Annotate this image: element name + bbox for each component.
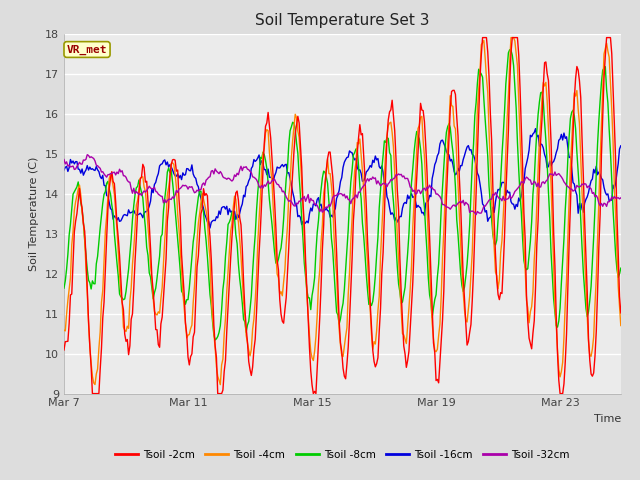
- Legend: Tsoil -2cm, Tsoil -4cm, Tsoil -8cm, Tsoil -16cm, Tsoil -32cm: Tsoil -2cm, Tsoil -4cm, Tsoil -8cm, Tsoi…: [111, 445, 574, 464]
- Y-axis label: Soil Temperature (C): Soil Temperature (C): [29, 156, 40, 271]
- Title: Soil Temperature Set 3: Soil Temperature Set 3: [255, 13, 429, 28]
- Text: VR_met: VR_met: [67, 44, 108, 55]
- X-axis label: Time: Time: [593, 414, 621, 424]
